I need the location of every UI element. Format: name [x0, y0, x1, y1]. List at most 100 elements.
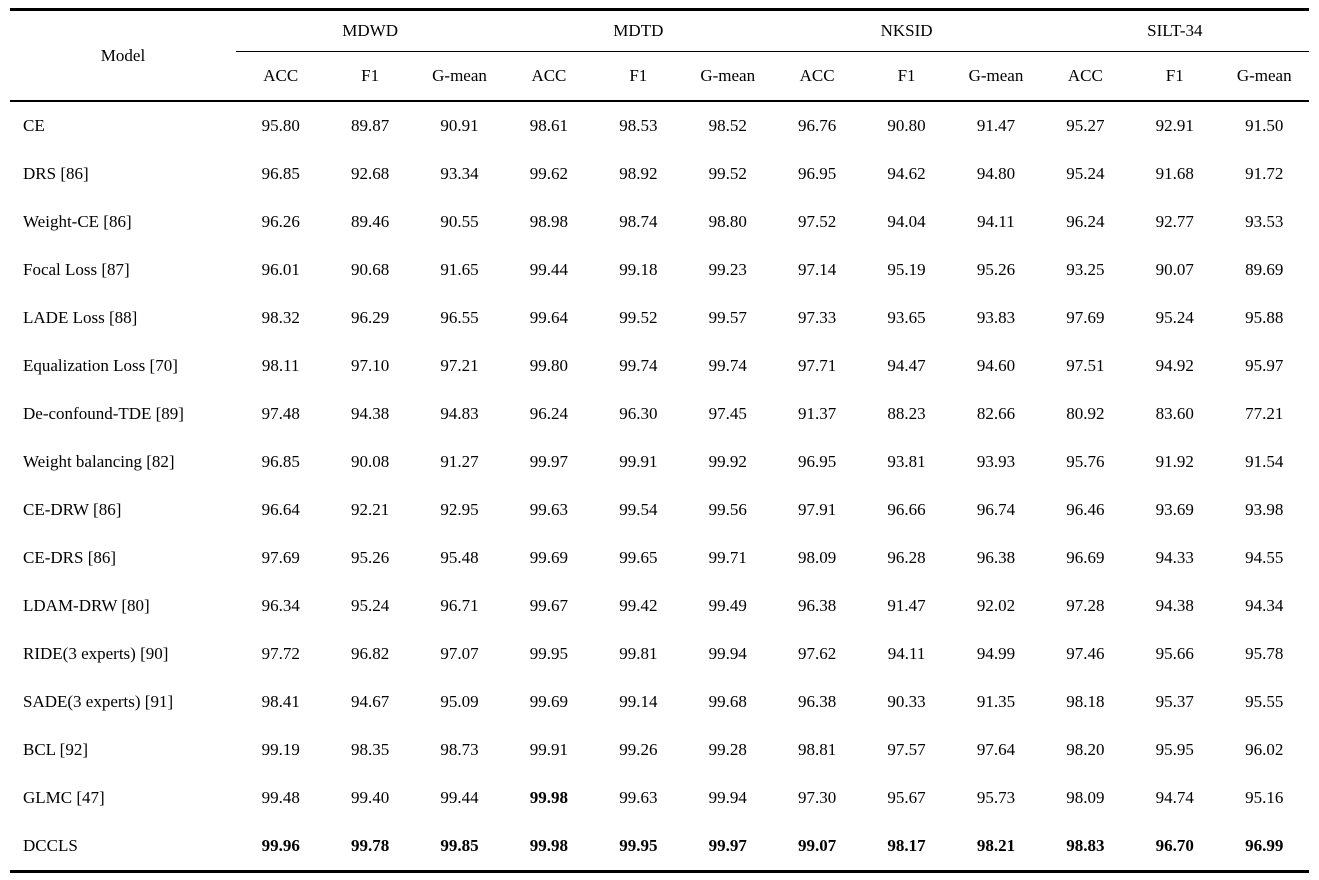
- metric-value-cell: 98.11: [261, 356, 300, 375]
- metric-value-cell: 99.14: [619, 692, 658, 711]
- metric-value-cell: 99.98: [529, 788, 569, 807]
- model-name-cell: Weight balancing [82]: [23, 452, 175, 471]
- metric-value-cell: 99.18: [619, 260, 658, 279]
- dataset-group-header-row: Model MDWD MDTD NKSID SILT-34: [10, 9, 1309, 102]
- table-header: Model MDWD MDTD NKSID SILT-34 ACC F1 G-m…: [10, 9, 1309, 102]
- metric-value-cell: 95.27: [1066, 116, 1105, 135]
- table-row: Weight-CE [86] 96.26 89.46 90.55 98.98 98.74…: [10, 198, 1309, 246]
- metric-value-cell: 94.92: [1155, 356, 1194, 375]
- metric-value-cell: 97.30: [798, 788, 837, 807]
- metric-value-cell: 99.67: [529, 596, 569, 615]
- metric-value-cell: 96.55: [440, 308, 479, 327]
- model-name-cell: GLMC [47]: [23, 788, 105, 807]
- metric-value-cell: 97.14: [798, 260, 837, 279]
- model-name-cell: CE-DRS [86]: [23, 548, 117, 567]
- metric-value-cell: 99.52: [708, 164, 747, 183]
- model-name-cell: Equalization Loss [70]: [23, 356, 178, 375]
- metric-value-cell: 93.65: [887, 308, 926, 327]
- metric-value-cell: 97.91: [798, 500, 837, 519]
- metric-value-cell: 99.94: [708, 788, 747, 807]
- metric-value-cell: 98.21: [976, 836, 1016, 855]
- metric-value-cell: 95.24: [350, 596, 390, 615]
- dataset-header-mdtd: MDTD: [504, 9, 773, 52]
- metric-value-cell: 95.97: [1245, 356, 1284, 375]
- metric-value-cell: 96.95: [798, 164, 837, 183]
- metric-value-cell: 96.69: [1066, 548, 1105, 567]
- metric-value-cell: 96.95: [798, 452, 837, 471]
- metric-value-cell: 98.74: [619, 212, 658, 231]
- model-name-cell: DRS [86]: [23, 164, 89, 183]
- table-body: CE 95.80 89.87 90.91 98.61 98.53 98.52 96.76 90…: [10, 101, 1309, 872]
- metric-value-cell: 97.21: [440, 356, 479, 375]
- model-name-cell: LDAM-DRW [80]: [23, 596, 150, 615]
- metric-value-cell: 99.96: [261, 836, 300, 855]
- metric-value-cell: 96.28: [887, 548, 926, 567]
- metric-value-cell: 98.35: [350, 740, 390, 759]
- metric-value-cell: 99.68: [708, 692, 747, 711]
- metric-value-cell: 94.47: [887, 356, 926, 375]
- metric-value-cell: 98.52: [708, 116, 747, 135]
- table-row: CE-DRS [86] 97.69 95.26 95.48 99.69 99.65 99.…: [10, 534, 1309, 582]
- metric-value-cell: 94.34: [1245, 596, 1284, 615]
- metric-value-cell: 97.46: [1066, 644, 1105, 663]
- model-name-cell: DCCLS: [23, 836, 78, 855]
- metric-header: G-mean: [414, 51, 505, 102]
- metric-value-cell: 94.11: [977, 212, 1015, 231]
- metric-value-cell: 90.80: [887, 116, 926, 135]
- metric-value-cell: 90.33: [887, 692, 926, 711]
- metric-value-cell: 92.91: [1155, 116, 1194, 135]
- metric-value-cell: 96.02: [1245, 740, 1284, 759]
- metric-value-cell: 97.64: [976, 740, 1016, 759]
- metric-header: ACC: [504, 51, 594, 102]
- metric-value-cell: 99.74: [619, 356, 658, 375]
- metric-header: G-mean: [683, 51, 773, 102]
- metric-value-cell: 98.17: [887, 836, 926, 855]
- table-row: LDAM-DRW [80] 96.34 95.24 96.71 99.67 99.42 9…: [10, 582, 1309, 630]
- metric-value-cell: 99.71: [708, 548, 747, 567]
- metric-value-cell: 98.53: [619, 116, 658, 135]
- metric-value-cell: 99.44: [440, 788, 479, 807]
- metric-value-cell: 97.48: [261, 404, 300, 423]
- metric-value-cell: 99.78: [350, 836, 390, 855]
- table-row: Weight balancing [82] 96.85 90.08 91.27 99.…: [10, 438, 1309, 486]
- table-row: SADE(3 experts) [91] 98.41 94.67 95.09 99.6…: [10, 678, 1309, 726]
- metric-value-cell: 97.07: [440, 644, 479, 663]
- metric-value-cell: 97.45: [708, 404, 747, 423]
- metric-value-cell: 94.11: [887, 644, 926, 663]
- table-row: RIDE(3 experts) [90] 97.72 96.82 97.07 99.9…: [10, 630, 1309, 678]
- metric-value-cell: 96.38: [798, 596, 837, 615]
- metric-value-cell: 99.63: [529, 500, 569, 519]
- metric-value-cell: 96.64: [261, 500, 300, 519]
- metric-value-cell: 97.72: [261, 644, 300, 663]
- metric-value-cell: 95.67: [887, 788, 926, 807]
- metric-value-cell: 96.29: [350, 308, 390, 327]
- metric-value-cell: 99.26: [619, 740, 658, 759]
- model-name-cell: SADE(3 experts) [91]: [23, 692, 174, 711]
- metric-value-cell: 99.07: [798, 836, 837, 855]
- metric-value-cell: 95.73: [976, 788, 1016, 807]
- metric-value-cell: 94.38: [1155, 596, 1194, 615]
- metric-value-cell: 90.55: [440, 212, 479, 231]
- metric-value-cell: 96.71: [440, 596, 479, 615]
- metric-value-cell: 99.28: [708, 740, 747, 759]
- metric-value-cell: 99.42: [619, 596, 658, 615]
- metric-value-cell: 96.70: [1155, 836, 1194, 855]
- metric-value-cell: 91.92: [1155, 452, 1194, 471]
- metric-value-cell: 90.68: [350, 260, 390, 279]
- metric-header: ACC: [1040, 51, 1131, 102]
- metric-header: F1: [325, 51, 415, 102]
- metric-value-cell: 98.18: [1066, 692, 1105, 711]
- metric-value-cell: 92.21: [350, 500, 390, 519]
- metric-value-cell: 99.69: [529, 548, 569, 567]
- metric-value-cell: 96.01: [261, 260, 300, 279]
- metric-value-cell: 91.35: [976, 692, 1016, 711]
- dataset-header-nksid: NKSID: [772, 9, 1041, 52]
- metric-value-cell: 97.71: [798, 356, 837, 375]
- metric-value-cell: 91.47: [976, 116, 1016, 135]
- metric-value-cell: 94.62: [887, 164, 926, 183]
- metric-value-cell: 92.02: [976, 596, 1016, 615]
- metric-value-cell: 98.09: [798, 548, 837, 567]
- metric-value-cell: 99.94: [708, 644, 747, 663]
- metric-value-cell: 99.97: [708, 836, 747, 855]
- metric-value-cell: 98.09: [1066, 788, 1105, 807]
